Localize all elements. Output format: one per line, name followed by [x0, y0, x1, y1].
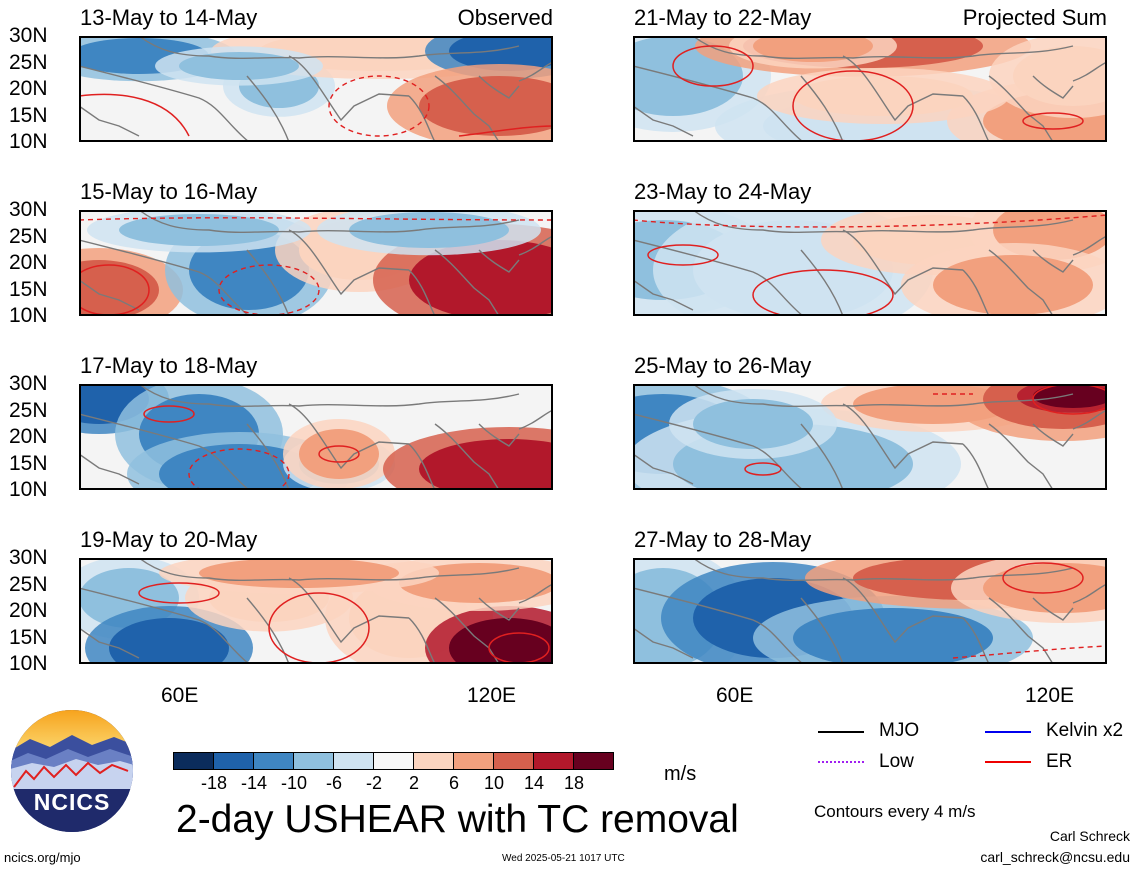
footer-url[interactable]: ncics.org/mjo [4, 850, 81, 865]
map-panel-observed-2 [15, 204, 625, 336]
colorbar-tick-label: -10 [280, 773, 308, 793]
shear-map-svg [551, 357, 1135, 520]
legend-er-label: ER [1046, 751, 1073, 772]
colorbar-swatch [173, 752, 214, 770]
map-panel-projected-2 [551, 188, 1135, 340]
y-tick-label: 20N [9, 599, 48, 622]
shear-map-svg [59, 552, 593, 690]
panel-tag: Projected Sum [962, 5, 1107, 30]
x-tick-60e-right: 60E [716, 684, 754, 707]
logo-text: NCICS [33, 789, 111, 815]
y-tick-label: 30N [9, 546, 48, 569]
colorbar [173, 752, 614, 770]
y-tick-label: 10N [9, 304, 48, 327]
colorbar-tick-label: 10 [483, 773, 505, 793]
panel-title: 13-May to 14-May [80, 5, 258, 30]
colorbar-tick-label: 18 [563, 773, 585, 793]
y-tick-label: 20N [9, 77, 48, 100]
colorbar-tick-label: -2 [365, 773, 383, 793]
panel-title: 15-May to 16-May [80, 179, 258, 204]
y-tick-label: 10N [9, 130, 48, 153]
y-tick-label: 20N [9, 425, 48, 448]
colorbar-swatch [573, 752, 614, 770]
y-tick-label: 25N [9, 572, 48, 596]
legend-low-line [818, 761, 864, 763]
panel-title: 21-May to 22-May [634, 5, 812, 30]
y-tick-label: 15N [9, 625, 48, 649]
colorbar-swatch [453, 752, 494, 770]
y-tick-label: 30N [9, 198, 48, 221]
colorbar-swatch [413, 752, 454, 770]
panel-tag: Observed [457, 5, 553, 30]
legend-mjo-line [818, 731, 864, 733]
shear-map-svg [579, 547, 1135, 688]
colorbar-swatch [373, 752, 414, 770]
colorbar-swatch [253, 752, 294, 770]
shear-map-svg [551, 188, 1135, 340]
y-tick-label: 10N [9, 652, 48, 675]
x-tick-120e-right: 120E [1025, 684, 1075, 707]
y-tick-label: 30N [9, 372, 48, 395]
map-panel-observed-1 [41, 23, 611, 148]
colorbar-unit: m/s [664, 763, 697, 785]
figure-title: 2-day USHEAR with TC removal [176, 798, 739, 841]
legend-mjo-label: MJO [879, 720, 920, 741]
panel-title: 23-May to 24-May [634, 179, 812, 204]
y-tick-label: 25N [9, 224, 48, 248]
panel-title: 27-May to 28-May [634, 527, 812, 552]
panel-title: 19-May to 20-May [80, 527, 258, 552]
shear-map-svg [15, 204, 625, 336]
footer-author: Carl Schreck [1049, 828, 1130, 844]
colorbar-tick-label: 2 [408, 773, 420, 793]
map-panel-projected-4 [579, 547, 1135, 688]
y-tick-label: 10N [9, 478, 48, 501]
y-tick-label: 15N [9, 277, 48, 301]
map-panel-observed-4 [59, 552, 593, 690]
ncics-logo[interactable]: NCICS [10, 709, 134, 833]
colorbar-swatch [213, 752, 254, 770]
colorbar-tick-label: -6 [325, 773, 343, 793]
colorbar-swatch [493, 752, 534, 770]
map-panel-projected-1 [575, 15, 1135, 168]
y-tick-label: 20N [9, 251, 48, 274]
x-tick-120e-left: 120E [467, 684, 517, 707]
colorbar-tick-label: -14 [240, 773, 268, 793]
colorbar-tick-label: 6 [448, 773, 460, 793]
legend-kelvin-label: Kelvin x2 [1046, 720, 1124, 741]
shear-map-svg [41, 23, 611, 148]
map-panel-observed-3 [29, 364, 635, 516]
panel-title: 17-May to 18-May [80, 353, 258, 378]
ncics-logo-icon [11, 710, 133, 832]
y-tick-label: 30N [9, 24, 48, 47]
y-tick-label: 25N [9, 398, 48, 422]
colorbar-tick-label: -18 [200, 773, 228, 793]
contours-note: Contours every 4 m/s [814, 802, 976, 821]
y-tick-label: 15N [9, 103, 48, 127]
shear-map-svg [29, 364, 635, 516]
footer-email[interactable]: carl_schreck@ncsu.edu [980, 849, 1130, 865]
colorbar-tick-label: 14 [523, 773, 545, 793]
y-tick-label: 15N [9, 451, 48, 475]
shear-map-svg [575, 15, 1135, 168]
legend-er-line [985, 761, 1031, 763]
legend-kelvin-line [985, 731, 1031, 733]
colorbar-swatch [293, 752, 334, 770]
footer-timestamp: Wed 2025-05-21 1017 UTC [502, 853, 625, 864]
legend-low-label: Low [879, 751, 914, 772]
x-tick-60e-left: 60E [161, 684, 199, 707]
map-panel-projected-3 [551, 357, 1135, 520]
colorbar-swatch [533, 752, 574, 770]
panel-title: 25-May to 26-May [634, 353, 812, 378]
colorbar-swatch [333, 752, 374, 770]
y-tick-label: 25N [9, 50, 48, 74]
